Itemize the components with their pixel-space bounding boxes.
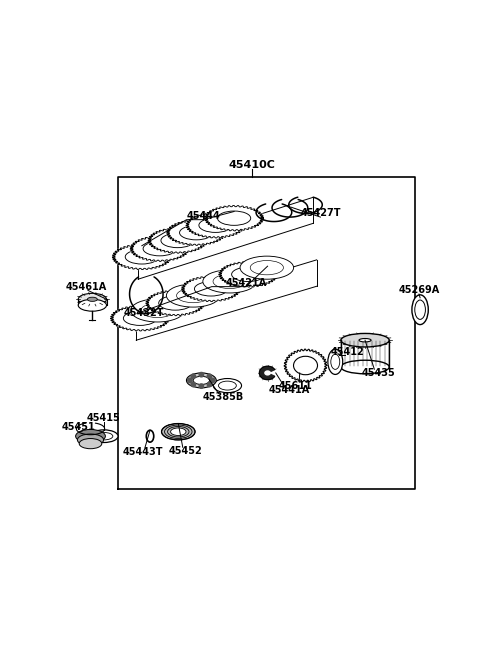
Ellipse shape	[79, 438, 102, 449]
Polygon shape	[284, 349, 327, 382]
Ellipse shape	[168, 426, 189, 437]
Ellipse shape	[162, 424, 195, 440]
Ellipse shape	[125, 250, 158, 264]
Ellipse shape	[341, 333, 389, 347]
Ellipse shape	[146, 430, 154, 442]
Ellipse shape	[90, 430, 118, 443]
Ellipse shape	[78, 293, 107, 305]
Ellipse shape	[328, 349, 343, 375]
Ellipse shape	[232, 267, 265, 281]
Ellipse shape	[341, 360, 389, 374]
Ellipse shape	[186, 373, 216, 388]
Text: 45611: 45611	[278, 380, 312, 390]
Ellipse shape	[167, 284, 220, 307]
Ellipse shape	[217, 211, 251, 226]
Ellipse shape	[78, 299, 107, 311]
Text: 45432T: 45432T	[123, 308, 164, 318]
Polygon shape	[219, 262, 278, 287]
Ellipse shape	[161, 234, 194, 248]
Ellipse shape	[412, 295, 428, 325]
Circle shape	[191, 382, 195, 386]
Text: 45427T: 45427T	[300, 208, 341, 218]
Text: 45415: 45415	[87, 413, 121, 423]
Polygon shape	[148, 228, 207, 253]
Ellipse shape	[180, 226, 213, 240]
Ellipse shape	[240, 256, 294, 279]
Circle shape	[199, 373, 204, 377]
Ellipse shape	[77, 434, 104, 446]
Ellipse shape	[170, 428, 186, 436]
Ellipse shape	[87, 297, 97, 301]
Circle shape	[211, 378, 215, 382]
Polygon shape	[110, 306, 169, 331]
Ellipse shape	[213, 379, 241, 393]
Circle shape	[199, 384, 204, 388]
Text: 45269A: 45269A	[398, 285, 440, 295]
Circle shape	[188, 378, 192, 382]
Text: 45385B: 45385B	[202, 392, 243, 402]
Polygon shape	[146, 291, 205, 316]
Text: 45452: 45452	[169, 446, 203, 456]
Polygon shape	[204, 205, 264, 231]
Text: 45461A: 45461A	[65, 281, 107, 292]
Ellipse shape	[199, 218, 232, 232]
Text: 45421A: 45421A	[226, 278, 266, 288]
Text: 45410C: 45410C	[228, 159, 275, 170]
Ellipse shape	[143, 241, 176, 256]
Ellipse shape	[194, 281, 228, 296]
Ellipse shape	[294, 356, 317, 375]
Polygon shape	[130, 236, 189, 261]
Text: 45451: 45451	[62, 422, 96, 432]
Ellipse shape	[193, 377, 210, 384]
Ellipse shape	[359, 338, 371, 342]
Text: 45444: 45444	[186, 211, 220, 221]
Polygon shape	[112, 244, 171, 270]
Text: 45412: 45412	[331, 347, 365, 357]
Text: 45443T: 45443T	[123, 447, 163, 457]
Circle shape	[207, 382, 212, 386]
Polygon shape	[181, 276, 240, 302]
Ellipse shape	[76, 430, 106, 443]
Ellipse shape	[123, 311, 156, 325]
Ellipse shape	[131, 299, 184, 322]
Ellipse shape	[203, 270, 256, 293]
Circle shape	[207, 374, 212, 379]
Circle shape	[191, 374, 195, 379]
Polygon shape	[186, 213, 245, 238]
Polygon shape	[259, 366, 275, 380]
Ellipse shape	[159, 296, 192, 310]
Polygon shape	[167, 220, 226, 245]
Text: 45435: 45435	[361, 368, 395, 378]
Ellipse shape	[165, 425, 192, 438]
Text: 45441A: 45441A	[268, 384, 310, 395]
